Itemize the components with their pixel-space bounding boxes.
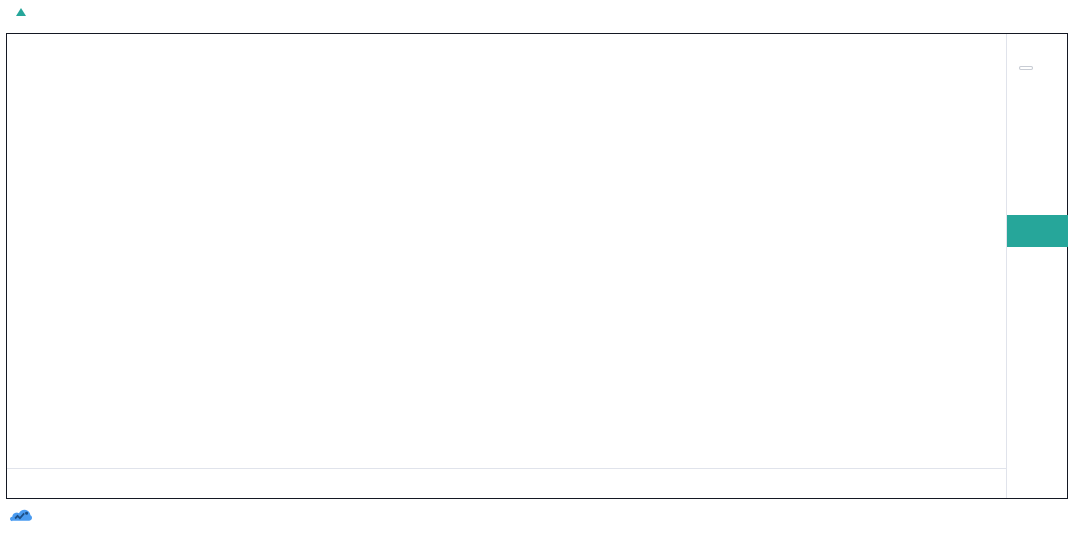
currency-badge[interactable] [1019, 66, 1033, 70]
chart-header [10, 4, 1060, 19]
chart-canvas [7, 34, 1006, 498]
tradingview-logo-icon [10, 508, 32, 531]
chart-plot-area[interactable] [7, 34, 1006, 498]
quote-line [10, 4, 1060, 19]
chart-frame[interactable] [6, 33, 1068, 499]
tradingview-footer [10, 508, 39, 531]
arrow-up-icon [16, 8, 26, 16]
current-price-tag [1007, 215, 1068, 247]
time-axis[interactable] [7, 468, 1006, 498]
price-axis[interactable] [1006, 34, 1068, 498]
